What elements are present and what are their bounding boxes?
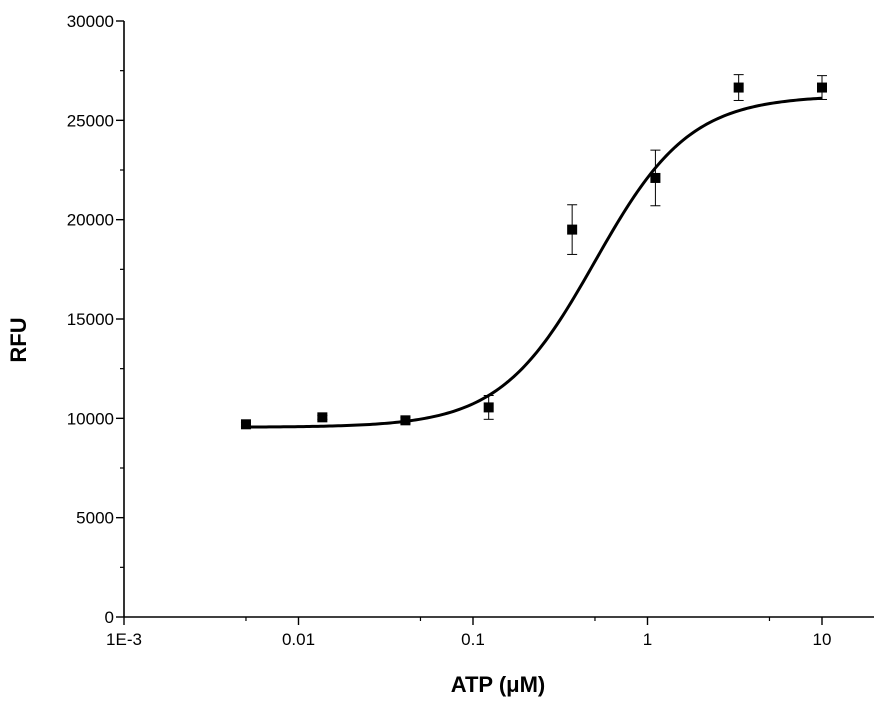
y-tick-label: 25000 [67,111,114,130]
data-point [317,412,328,423]
data-points [240,74,827,430]
data-marker [567,224,578,235]
y-tick-label: 10000 [67,409,114,428]
data-point [733,74,744,101]
data-marker [733,82,744,93]
y-axis-title: RFU [6,317,31,362]
data-marker [650,172,661,183]
data-marker [817,82,827,93]
data-marker [483,402,494,413]
y-tick-label: 15000 [67,310,114,329]
data-point [400,415,411,426]
y-tick-label: 5000 [76,509,114,528]
y-axis-ticks: 0 5000 10000 15000 20000 25000 30000 [67,12,124,627]
x-tick-label: 10 [813,630,832,649]
x-tick-label: 1 [643,630,652,649]
data-point [817,75,827,100]
data-marker [400,415,411,426]
data-point [240,419,251,430]
data-marker [240,419,251,430]
y-tick-label: 0 [105,608,114,627]
x-tick-label: 0.01 [282,630,315,649]
data-point [650,149,661,207]
data-point [483,394,494,420]
y-tick-label: 20000 [67,211,114,230]
y-tick-label: 30000 [67,12,114,31]
data-marker [317,412,328,423]
plot-area: 0 5000 10000 15000 20000 25000 30000 1E-3 0.01 0… [67,12,874,649]
x-axis-title: ATP (μM) [451,672,546,697]
fit-curve-group [245,96,823,429]
x-tick-label: 1E-3 [106,630,142,649]
data-point [567,204,578,255]
x-axis-ticks: 1E-3 0.01 0.1 1 10 [106,617,831,649]
fit-curve [245,96,823,429]
x-tick-label: 0.1 [461,630,485,649]
